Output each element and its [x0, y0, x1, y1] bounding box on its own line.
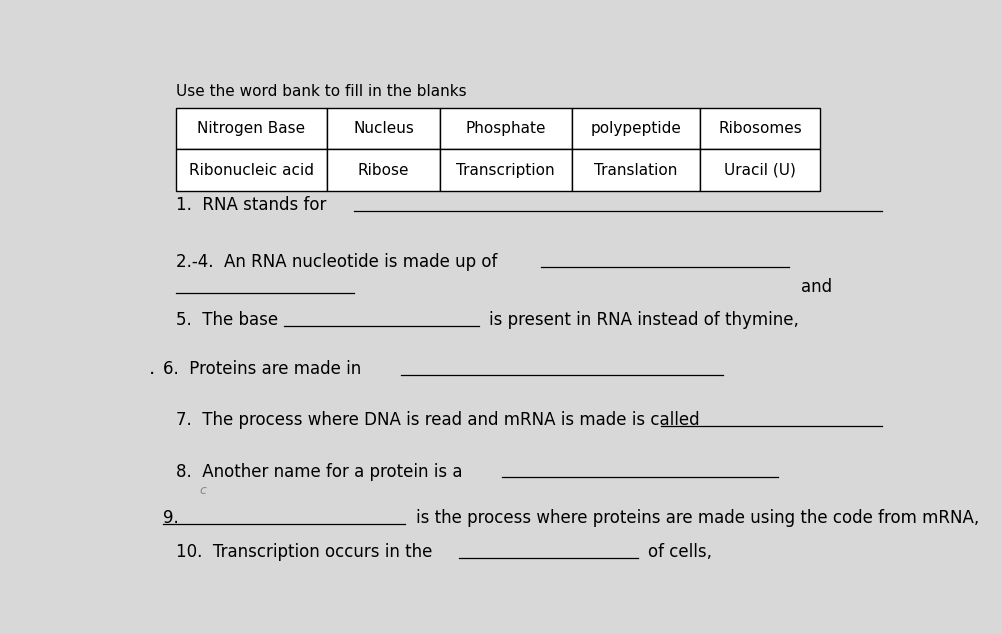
Bar	[572, 149, 700, 191]
Text: 8.  Another name for a protein is a: 8. Another name for a protein is a	[175, 463, 462, 481]
Bar	[440, 108, 572, 150]
Text: polypeptide: polypeptide	[590, 121, 681, 136]
Text: 7.  The process where DNA is read and mRNA is made is called: 7. The process where DNA is read and mRN…	[175, 411, 699, 429]
Text: 10.  Transcription occurs in the: 10. Transcription occurs in the	[175, 543, 432, 561]
Bar	[175, 108, 327, 150]
Text: of cells,: of cells,	[648, 543, 711, 561]
Text: Transcription: Transcription	[457, 162, 555, 178]
Bar	[700, 108, 821, 150]
Text: Ribosomes: Ribosomes	[718, 121, 802, 136]
Text: Nucleus: Nucleus	[353, 121, 414, 136]
Text: Ribonucleic acid: Ribonucleic acid	[189, 162, 314, 178]
Text: 2.-4.  An RNA nucleotide is made up of: 2.-4. An RNA nucleotide is made up of	[175, 252, 497, 271]
Bar	[327, 108, 440, 150]
Text: Ribose: Ribose	[358, 162, 409, 178]
Bar	[440, 149, 572, 191]
Text: Phosphate: Phosphate	[466, 121, 546, 136]
Text: Uracil (U): Uracil (U)	[724, 162, 796, 178]
Text: Use the word bank to fill in the blanks: Use the word bank to fill in the blanks	[175, 84, 466, 99]
Text: is present in RNA instead of thymine,: is present in RNA instead of thymine,	[489, 311, 799, 329]
Text: is the process where proteins are made using the code from mRNA,: is the process where proteins are made u…	[417, 509, 980, 527]
Text: and: and	[801, 278, 832, 296]
Text: 5.  The base: 5. The base	[175, 311, 278, 329]
Bar	[175, 149, 327, 191]
Text: c: c	[199, 484, 205, 496]
Text: 9.: 9.	[162, 509, 178, 527]
Text: Nitrogen Base: Nitrogen Base	[197, 121, 306, 136]
Text: .: .	[148, 359, 154, 378]
Text: Translation: Translation	[594, 162, 677, 178]
Text: 6.  Proteins are made in: 6. Proteins are made in	[162, 360, 361, 378]
Bar	[572, 108, 700, 150]
Bar	[700, 149, 821, 191]
Text: 1.  RNA stands for: 1. RNA stands for	[175, 197, 326, 214]
Bar	[327, 149, 440, 191]
